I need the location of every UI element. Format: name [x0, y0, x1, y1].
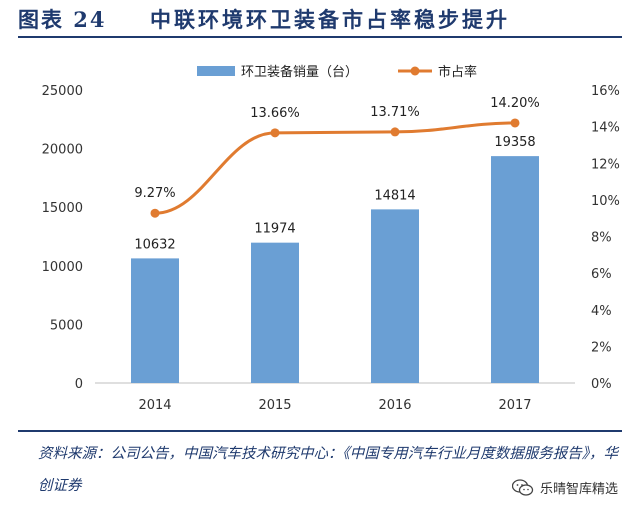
y-right-tick-label: 6% — [591, 267, 612, 282]
source-note: 资料来源：公司公告，中国汽车技术研究中心：《中国专用汽车行业月度数据服务报告》，… — [38, 446, 618, 494]
line-point — [270, 128, 280, 138]
bottom-rule — [18, 430, 622, 432]
y-right-tick-label: 0% — [591, 377, 612, 392]
y-right-tick-label: 12% — [591, 157, 620, 172]
y-right-tick-label: 16% — [591, 84, 620, 99]
line-point — [150, 208, 160, 218]
y-right-tick-label: 2% — [591, 340, 612, 355]
x-tick-label: 2014 — [138, 398, 171, 413]
y-left-tick-label: 10000 — [42, 260, 83, 275]
bar — [251, 242, 299, 383]
bar-value-label: 19358 — [494, 135, 535, 150]
top-rule — [18, 36, 622, 38]
legend-bar-swatch — [197, 66, 235, 76]
market-share-line — [154, 121, 516, 215]
bar — [371, 209, 419, 383]
legend-line-label: 市占率 — [438, 64, 477, 80]
y-right-tick-label: 8% — [591, 231, 612, 246]
y-left-tick-label: 0 — [75, 377, 83, 392]
figure-header: 图表 24 中联环境环卫装备市占率稳步提升 — [0, 0, 640, 40]
y-right-tick-label: 14% — [591, 121, 620, 136]
line-value-label: 14.20% — [490, 96, 540, 111]
chart-svg: 0 5000 10000 15000 20000 25000 0% 2% 4% 6% 8% 10% 12… — [42, 64, 620, 413]
line-point — [390, 127, 400, 137]
bar — [491, 156, 539, 383]
line-value-label: 13.66% — [250, 106, 300, 121]
wechat-icon — [511, 478, 534, 497]
figure-number: 图表 24 — [18, 7, 107, 32]
x-tick-label: 2016 — [378, 398, 411, 413]
y-right-tick-label: 4% — [591, 304, 612, 319]
legend-bar-label: 环卫装备销量（台） — [241, 64, 358, 80]
bar — [131, 258, 179, 383]
watermark: 乐晴智库精选 — [511, 478, 618, 497]
x-tick-label: 2015 — [258, 398, 291, 413]
legend-line-marker — [410, 66, 420, 76]
line-point — [510, 118, 520, 128]
watermark-label: 乐晴智库精选 — [539, 482, 618, 497]
y-left-tick-label: 25000 — [42, 84, 83, 99]
bar-value-label: 14814 — [374, 188, 415, 203]
y-right-tick-label: 10% — [591, 194, 620, 209]
y-left-tick-label: 5000 — [50, 318, 83, 333]
y-left-tick-label: 15000 — [42, 201, 83, 216]
line-value-label: 9.27% — [134, 186, 175, 201]
line-value-label: 13.71% — [370, 105, 420, 120]
x-tick-label: 2017 — [498, 398, 531, 413]
figure-title: 中联环境环卫装备市占率稳步提升 — [150, 7, 510, 32]
bar-value-label: 10632 — [134, 237, 175, 252]
bar-value-label: 11974 — [254, 222, 295, 237]
y-left-tick-label: 20000 — [42, 143, 83, 158]
